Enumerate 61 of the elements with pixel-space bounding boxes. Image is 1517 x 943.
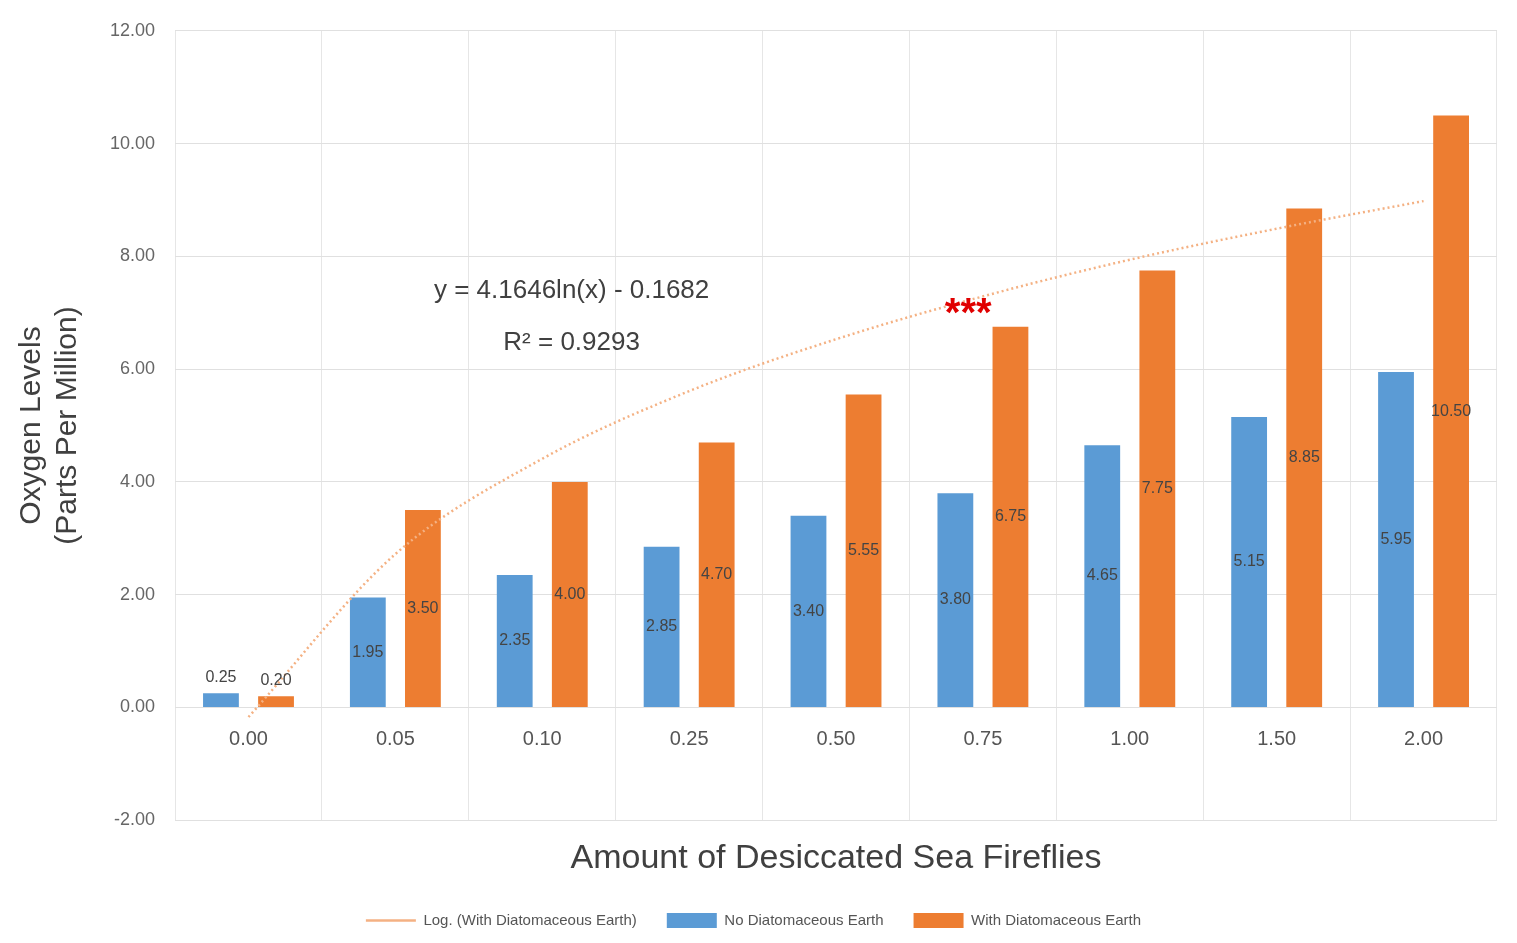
y-tick-label: 0.00 [120,696,156,717]
bar [349,597,386,707]
bar [1378,371,1414,707]
data-label: 1.95 [352,642,384,660]
bar [203,693,239,707]
x-tick-label: 2.00 [1404,726,1444,749]
data-label: 4.70 [701,565,733,583]
bar [937,493,974,707]
y-tick-label: 6.00 [120,358,156,379]
data-label: 3.50 [407,598,439,616]
bar [992,326,1029,707]
bar [1231,417,1268,707]
data-label: 5.95 [1380,529,1412,547]
bar [1433,115,1469,707]
y-tick-label: 10.00 [110,132,156,153]
bar [551,481,588,707]
x-tick-label: 1.00 [1110,726,1150,749]
annotation: y = 4.1646ln(x) - 0.1682 [433,274,710,305]
data-label: 6.75 [994,507,1027,525]
bar [496,574,533,707]
x-tick-label: 1.50 [1257,726,1297,749]
y-axis-title: Oxygen Levels (Parts Per Million) [13,306,83,545]
x-tick-label: 0.05 [375,726,415,749]
x-tick-label: 0.25 [669,726,709,749]
bar [845,394,882,707]
legend-label: No Diatomaceous Earth [724,910,884,928]
y-tick-label: 4.00 [120,470,156,491]
data-label: 4.00 [554,584,586,602]
x-axis-title: Amount of Desiccated Sea Fireflies [570,836,1102,875]
y-tick-label: 2.00 [120,583,156,604]
data-label: 8.85 [1288,448,1320,466]
legend-label: With Diatomaceous Earth [971,910,1142,928]
bar [790,515,827,707]
data-label: 7.75 [1141,479,1173,497]
bar [643,546,680,707]
bar [1286,208,1323,707]
data-label: 3.40 [792,601,825,619]
data-label: 4.65 [1086,566,1118,584]
y-tick-label: -2.00 [114,809,156,830]
data-label: 3.80 [939,590,972,608]
data-label: 2.35 [499,631,531,649]
annotation: *** [944,290,992,335]
data-label: 5.55 [847,541,880,559]
bar [405,510,441,707]
data-label: 2.85 [646,617,678,635]
data-label: 0.25 [205,667,237,685]
data-label: 0.20 [260,670,292,688]
bar [698,442,735,707]
data-label: 5.15 [1233,552,1265,570]
y-tick-label: 8.00 [120,245,156,266]
x-tick-label: 0.00 [229,726,268,749]
line-series [247,199,1425,719]
annotation: R² = 0.9293 [503,325,640,356]
x-tick-label: 0.75 [963,726,1003,749]
bar [1139,270,1176,707]
legend-label: Log. (With Diatomaceous Earth) [423,910,637,928]
x-tick-label: 0.10 [522,726,562,749]
bar [1084,445,1121,707]
x-tick-label: 0.50 [816,726,856,749]
bar [258,696,294,707]
y-tick-label: 12.00 [110,19,156,40]
